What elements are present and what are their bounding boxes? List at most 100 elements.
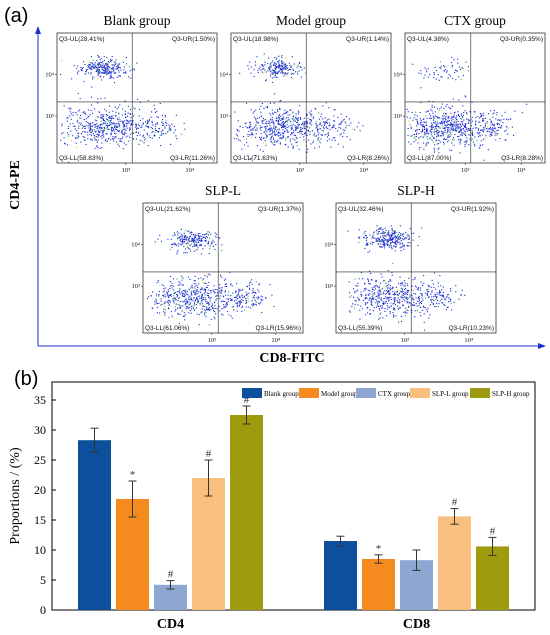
scatter-dot (431, 299, 433, 301)
scatter-dot (441, 133, 443, 135)
scatter-dot (446, 132, 448, 134)
scatter-dot (108, 71, 110, 73)
scatter-dot (297, 117, 299, 119)
scatter-dot (427, 110, 429, 112)
scatter-dot (78, 117, 80, 119)
scatter-dot (277, 65, 279, 67)
scatter-dot (113, 140, 115, 142)
scatter-dot (389, 237, 391, 239)
scatter-dot (115, 141, 117, 143)
bar (476, 546, 509, 610)
y-tick-label: 15 (34, 513, 46, 527)
scatter-dot (420, 131, 422, 133)
scatter-dot (150, 295, 152, 297)
scatter-dot (111, 64, 113, 66)
scatter-dot (117, 143, 119, 145)
scatter-dot (125, 132, 127, 134)
scatter-dot (375, 302, 377, 304)
scatter-dot (507, 127, 509, 129)
scatter-dot (259, 66, 261, 68)
scatter-dot (275, 126, 277, 128)
scatter-dot (397, 308, 399, 310)
scatter-dot (252, 287, 254, 289)
scatter-dot (295, 127, 297, 129)
scatter-dot (372, 310, 374, 312)
scatter-dot (179, 307, 181, 309)
scatter-dot (89, 129, 91, 131)
scatter-dot (194, 293, 196, 295)
scatter-dot (297, 127, 299, 129)
scatter-dot (291, 127, 293, 129)
scatter-dot (70, 113, 72, 115)
scatter-dot (260, 295, 262, 297)
scatter-dot (116, 126, 118, 128)
scatter-dot (279, 123, 281, 125)
scatter-dot (383, 237, 385, 239)
scatter-dot (124, 100, 126, 102)
scatter-dot (440, 67, 442, 69)
scatter-dot (431, 131, 433, 133)
scatter-dot (435, 298, 437, 300)
scatter-dot (294, 118, 296, 120)
significance-marker: * (376, 543, 382, 555)
scatter-dot (376, 300, 378, 302)
scatter-dot (444, 66, 446, 68)
scatter-dot (418, 236, 420, 238)
scatter-dot (213, 285, 215, 287)
scatter-dot (102, 60, 104, 62)
scatter-dot (375, 298, 377, 300)
scatter-dot (252, 134, 254, 136)
quadrant-label-ul: Q3-UL(21.62%) (145, 206, 191, 213)
scatter-dot (382, 235, 384, 237)
scatter-dot (128, 140, 130, 142)
scatter-dot (403, 311, 405, 313)
scatter-dot (177, 295, 179, 297)
scatter-dot (482, 114, 484, 116)
scatter-dot (365, 244, 367, 246)
scatter-dot (239, 72, 241, 74)
scatter-dot (499, 120, 501, 122)
scatter-dot (69, 108, 71, 110)
scatter-dot (495, 127, 497, 129)
scatter-dot (101, 137, 103, 139)
scatter-dot (91, 134, 93, 136)
scatter-dot (376, 304, 378, 306)
scatter-dot (203, 299, 205, 301)
scatter-dot (451, 150, 453, 152)
scatter-dot (456, 129, 458, 131)
scatter-dot (433, 300, 435, 302)
scatter-dot (235, 296, 237, 298)
scatter-dot (213, 292, 215, 294)
scatter-dot (496, 130, 498, 132)
scatter-dot (262, 65, 264, 67)
scatter-dot (139, 134, 141, 136)
scatter-dot (110, 132, 112, 134)
scatter-dot (87, 138, 89, 140)
scatter-dot (122, 121, 124, 123)
scatter-dot (284, 73, 286, 75)
scatter-dot (478, 133, 480, 135)
scatter-dot (413, 137, 415, 139)
scatter-dot (287, 116, 289, 118)
scatter-dot (115, 72, 117, 74)
scatter-dot (285, 111, 287, 113)
flow-x-tick-label: 10³ (296, 167, 305, 174)
scatter-dot (183, 246, 185, 248)
scatter-dot (208, 281, 210, 283)
scatter-dot (407, 134, 409, 136)
scatter-dot (97, 116, 99, 118)
scatter-dot (161, 124, 163, 126)
scatter-dot (420, 102, 422, 104)
scatter-dot (107, 72, 109, 74)
scatter-dot (173, 302, 175, 304)
scatter-dot (430, 304, 432, 306)
scatter-dot (272, 113, 274, 115)
scatter-dot (365, 314, 367, 316)
scatter-dot (158, 302, 160, 304)
scatter-dot (253, 291, 255, 293)
scatter-dot (219, 290, 221, 292)
scatter-dots (60, 54, 186, 163)
scatter-dot (212, 289, 214, 291)
scatter-dot (195, 289, 197, 291)
scatter-dot (422, 128, 424, 130)
